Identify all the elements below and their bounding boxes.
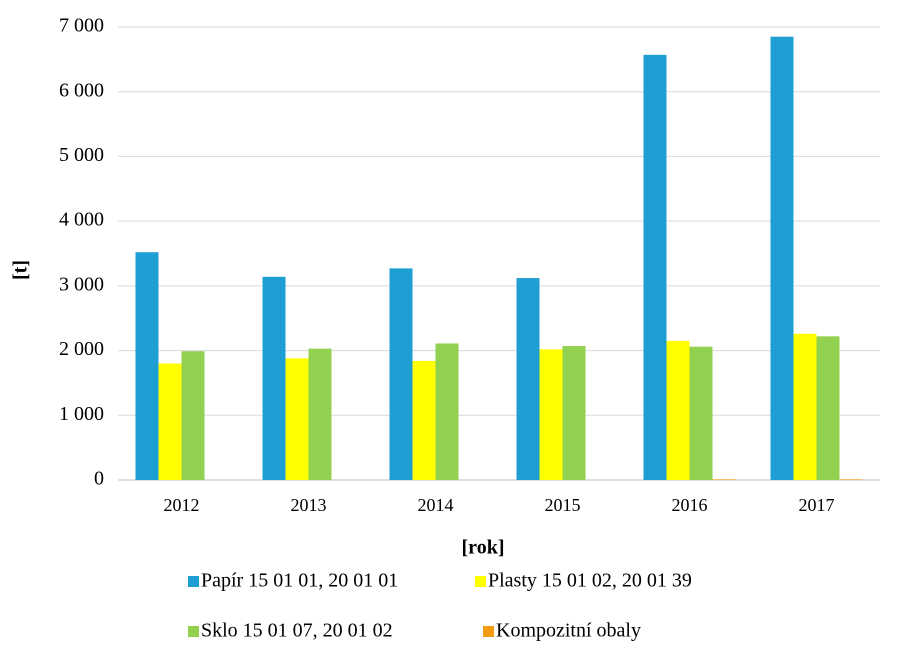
legend-label: Papír 15 01 01, 20 01 01 [201, 570, 398, 592]
bar [689, 346, 713, 480]
y-tick-label: 4 000 [59, 209, 104, 231]
bar [285, 358, 309, 480]
legend-label: Plasty 15 01 02, 20 01 39 [488, 570, 692, 592]
x-tick-label: 2016 [672, 495, 708, 515]
bar [308, 348, 332, 480]
bar [181, 351, 205, 480]
y-tick-label: 7 000 [59, 15, 104, 37]
bar [793, 333, 817, 480]
legend-label: Kompozitní obaly [496, 620, 641, 642]
bar [389, 268, 413, 480]
bar [666, 340, 690, 480]
y-tick-label: 0 [94, 468, 104, 490]
y-tick-label: 1 000 [59, 403, 104, 425]
bar [839, 479, 863, 480]
bar [435, 343, 459, 480]
bar [158, 363, 182, 480]
legend-swatch [188, 576, 199, 587]
y-tick-label: 2 000 [59, 338, 104, 360]
legend-swatch [188, 626, 199, 637]
legend-label: Sklo 15 01 07, 20 01 02 [201, 620, 393, 642]
x-tick-label: 2017 [799, 495, 835, 515]
bar [135, 252, 159, 480]
bar [516, 278, 540, 480]
bar [562, 346, 586, 480]
bar [712, 479, 736, 480]
bar [539, 349, 563, 480]
y-axis-title: [t] [10, 260, 32, 280]
y-tick-label: 5 000 [59, 144, 104, 166]
bar [770, 36, 794, 480]
x-axis-title: [rok] [462, 537, 505, 559]
y-tick-label: 6 000 [59, 79, 104, 101]
x-tick-label: 2014 [418, 495, 454, 515]
bar [412, 360, 436, 480]
bar [816, 336, 840, 480]
y-tick-label: 3 000 [59, 273, 104, 295]
legend-swatch [475, 576, 486, 587]
x-tick-label: 2015 [545, 495, 581, 515]
x-tick-label: 2013 [291, 495, 327, 515]
x-tick-label: 2012 [164, 495, 200, 515]
legend-swatch [483, 626, 494, 637]
bar [643, 54, 667, 480]
bar [262, 276, 286, 480]
